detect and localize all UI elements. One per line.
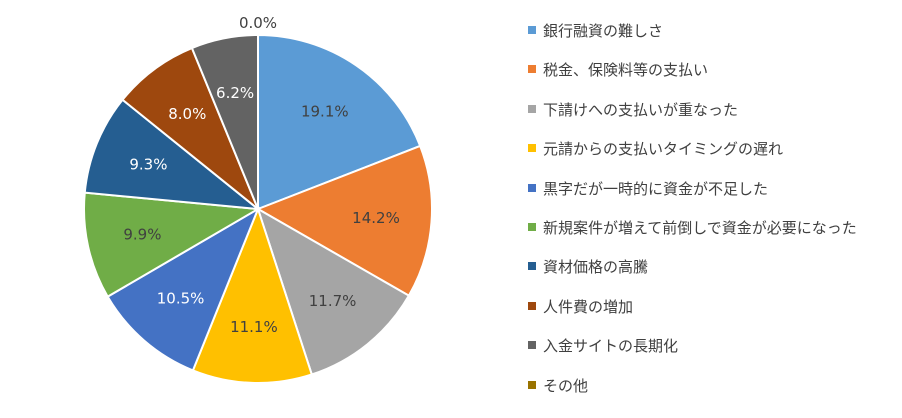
legend-item-6: 資材価格の高騰 xyxy=(528,256,857,295)
pie-slice-8 xyxy=(190,33,259,210)
legend-swatch xyxy=(528,341,536,350)
legend-swatch xyxy=(528,144,536,153)
legend-label: 下請けへの支払いが重なった xyxy=(543,100,739,119)
legend-item-0: 銀行融資の難しさ xyxy=(528,20,857,59)
legend-label: 黒字だが一時的に資金が不足した xyxy=(543,179,769,198)
pie-slice-1 xyxy=(255,144,433,298)
legend-label: 元請からの支払いタイミングの遅れ xyxy=(543,140,784,159)
legend-swatch xyxy=(528,380,536,389)
data-label-7: 8.0% xyxy=(168,105,206,123)
pie-slice-4 xyxy=(106,206,261,372)
data-label-1: 14.2% xyxy=(352,209,400,227)
data-label-0: 19.1% xyxy=(301,102,349,120)
legend-label: 税金、保険料等の支払い xyxy=(543,61,709,80)
data-label-2: 11.7% xyxy=(309,292,357,310)
pie-slice-0 xyxy=(257,33,422,211)
data-label-5: 9.9% xyxy=(123,225,161,243)
legend-item-7: 人件費の増加 xyxy=(528,296,857,335)
legend-label: 資材価格の高騰 xyxy=(543,258,649,277)
legend-swatch xyxy=(528,262,536,271)
pie-slice-2 xyxy=(256,206,411,376)
legend-item-5: 新規案件が増えて前倒しで資金が必要になった xyxy=(528,217,857,256)
legend-item-1: 税金、保険料等の支払い xyxy=(528,59,857,98)
legend-item-3: 元請からの支払いタイミングの遅れ xyxy=(528,138,857,177)
legend-item-2: 下請けへの支払いが重なった xyxy=(528,99,857,138)
data-label-3: 11.1% xyxy=(230,318,278,336)
legend-label: 新規案件が増えて前倒しで資金が必要になった xyxy=(543,218,857,237)
legend-label: 人件費の増加 xyxy=(543,297,634,316)
legend-swatch xyxy=(528,222,536,231)
pie-slices xyxy=(83,33,433,384)
legend-swatch xyxy=(528,65,536,74)
legend-item-4: 黒字だが一時的に資金が不足した xyxy=(528,178,857,217)
legend-swatch xyxy=(528,301,536,310)
legend-swatch xyxy=(528,104,536,113)
legend-label: 入金サイトの長期化 xyxy=(543,337,679,356)
pie-slice-3 xyxy=(191,206,314,384)
data-label-4: 10.5% xyxy=(157,290,205,308)
legend-swatch xyxy=(528,183,536,192)
data-label-8: 6.2% xyxy=(216,84,254,102)
legend-label: 銀行融資の難しさ xyxy=(543,22,664,40)
legend-label: その他 xyxy=(543,376,589,395)
pie-slice-5 xyxy=(83,191,262,298)
pie-data-labels: 19.1% 14.2% 11.7% 11.1% 10.5% 9.9% 9.3% 8.0% 6.2… xyxy=(123,14,399,336)
data-label-9: 0.0% xyxy=(239,14,277,32)
chart-legend: 銀行融資の難しさ税金、保険料等の支払い下請けへの支払いが重なった元請からの支払い… xyxy=(528,20,857,414)
pie-slice-6 xyxy=(83,98,262,211)
data-label-6: 9.3% xyxy=(129,155,167,173)
legend-swatch xyxy=(528,26,536,34)
legend-item-8: 入金サイトの長期化 xyxy=(528,335,857,374)
legend-item-9: その他 xyxy=(528,375,857,414)
